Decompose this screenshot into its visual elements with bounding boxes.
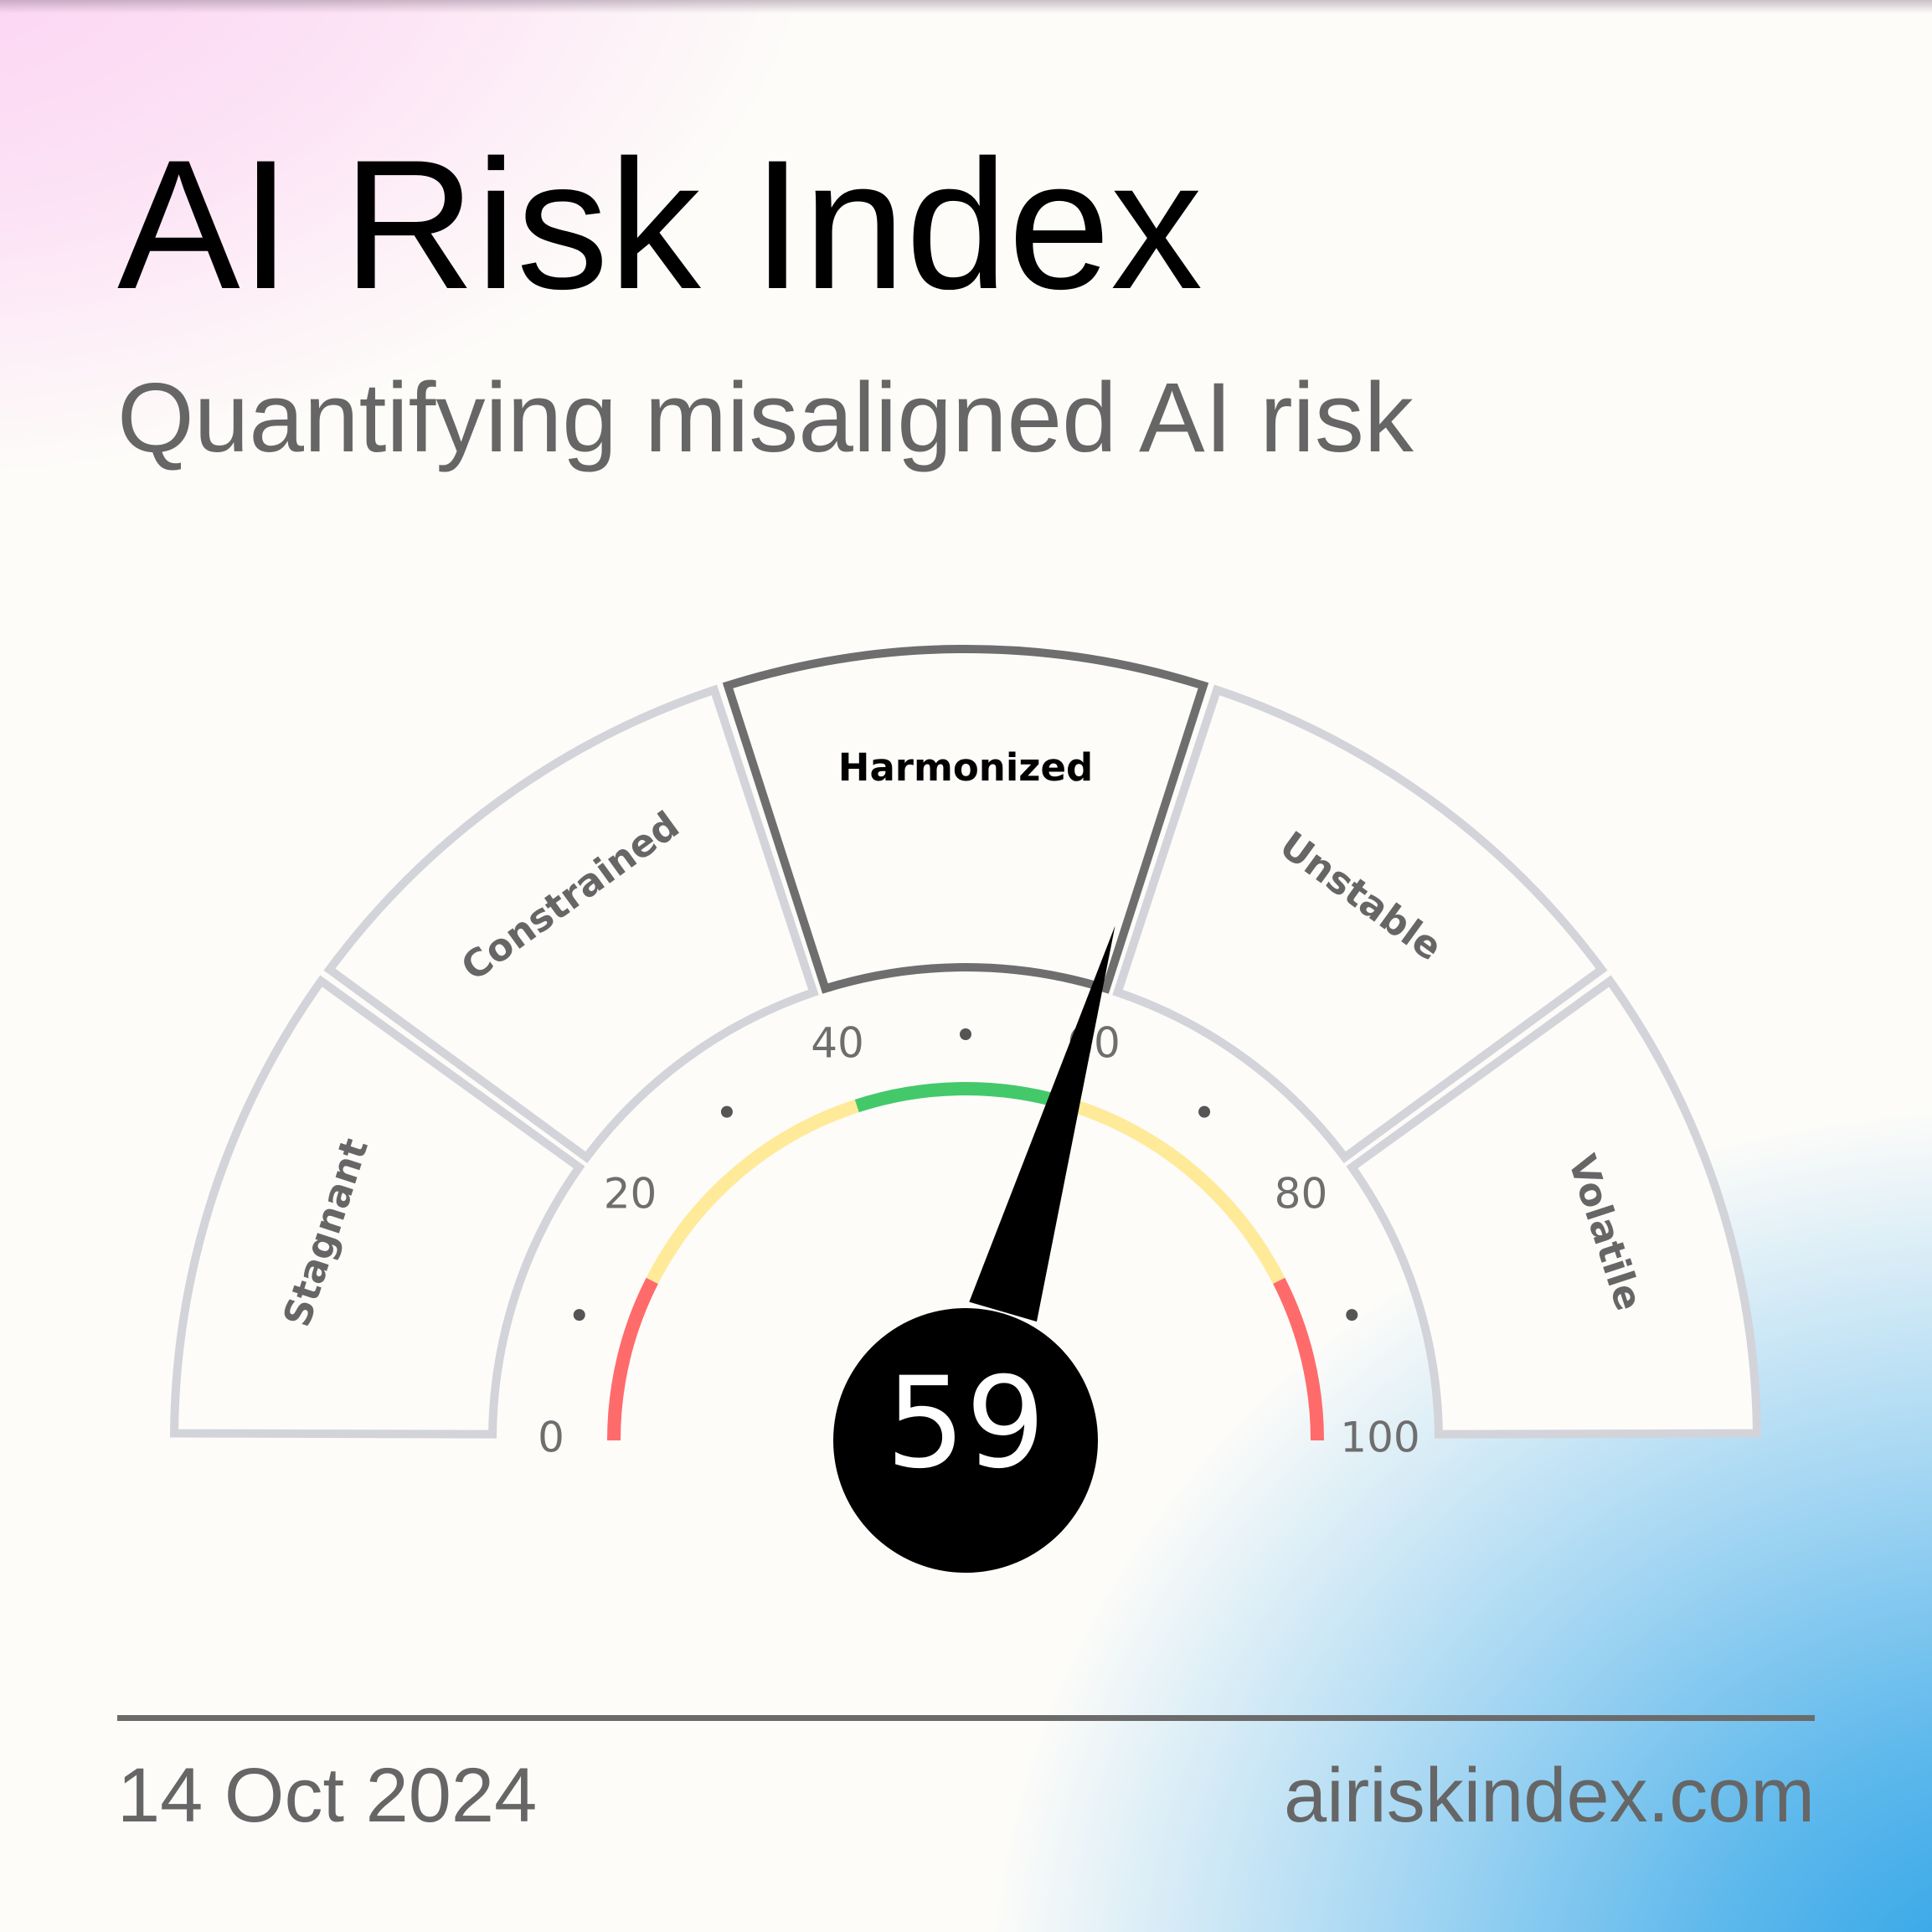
gauge-tick-label: 20 [604,1170,657,1218]
gauge-zone-harmonized [722,645,1209,994]
gauge-tick-label: 0 [538,1414,564,1462]
gauge-tick-label: 80 [1275,1170,1328,1218]
gauge-minor-tick [720,1105,733,1118]
website-link[interactable]: airiskindex.com [1284,1753,1815,1838]
gauge-color-band-2 [854,1082,1077,1113]
gauge-zone-stagnant [169,975,585,1439]
gauge-color-band-3 [1072,1099,1285,1284]
gauge-needle [969,925,1115,1322]
gauge-zone-label-harmonized: Harmonized [838,745,1093,790]
gauge-zone-unstable [1112,684,1608,1163]
gauge-value: 59 [886,1351,1046,1497]
gauge-color-bands [607,1082,1324,1441]
gauge-hub [833,1308,1098,1573]
gauge-tick-label: 40 [811,1019,864,1068]
page-subtitle: Quantifying misaligned AI risk [117,363,1414,473]
gauge-needle-group: 59 [833,925,1115,1573]
gauge-color-band-1 [646,1099,859,1284]
gauge-minor-tick [1198,1105,1211,1118]
footer-divider [117,1715,1815,1721]
gauge-minor-tick [573,1309,585,1321]
gauge-color-band-4 [1273,1277,1324,1441]
gauge-minor-tick [1346,1309,1358,1321]
gauge-color-band-0 [607,1277,658,1441]
gauge-tick-label: 100 [1340,1414,1419,1462]
page-title: AI Risk Index [117,121,1203,327]
top-shadow-bar [0,0,1932,13]
gauge-minor-tick [960,1028,971,1040]
gauge-zone-volatile [1346,975,1762,1439]
gauge-zone-constrained [323,684,819,1163]
footer-date: 14 Oct 2024 [117,1753,538,1838]
